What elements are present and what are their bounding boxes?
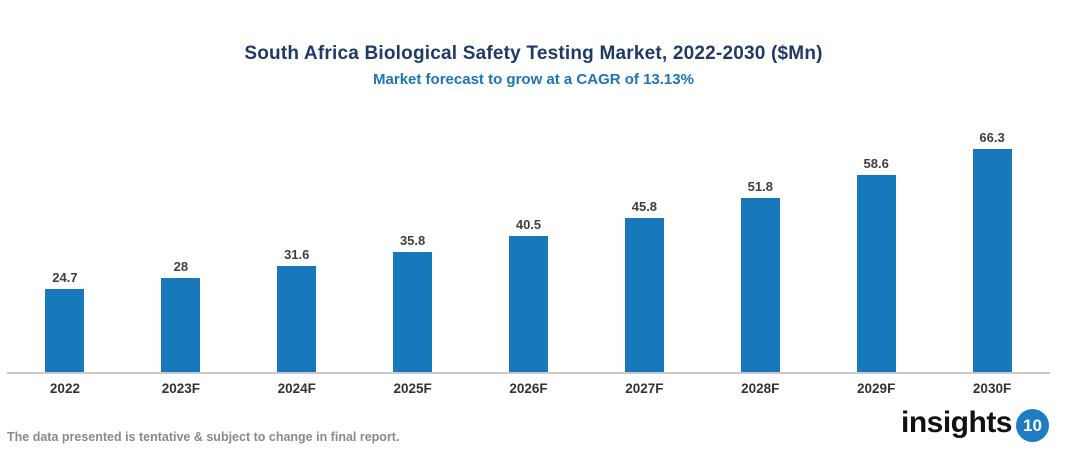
- plot-area: 24.7 28 31.6 35.8 40.5 45.8 51.8 58.6 66.3: [7, 130, 1050, 374]
- bar-value-label-2030F: 66.3: [979, 130, 1005, 146]
- bar-2025F: [393, 251, 433, 372]
- bar-2028F: [740, 198, 780, 372]
- x-tick-2030F: 2030F: [972, 381, 1012, 396]
- bar-column-2025F: 35.8: [355, 233, 471, 372]
- bar-value-label-2029F: 58.6: [863, 156, 889, 172]
- x-tick-2024F: 2024F: [277, 381, 316, 396]
- bar-column-2027F: 45.8: [586, 199, 702, 372]
- bar-value-label-2027F: 45.8: [631, 199, 658, 215]
- chart-subtitle: Market forecast to grow at a CAGR of 13.…: [373, 71, 694, 88]
- x-tick-2023F: 2023F: [161, 381, 200, 396]
- chart-title: South Africa Biological Safety Testing M…: [244, 43, 823, 64]
- bar-2029F: [856, 175, 896, 372]
- x-tick-2025F: 2025F: [393, 381, 432, 396]
- bar-2024F: [277, 265, 317, 372]
- bar-2022: [45, 289, 85, 372]
- x-tick-2026F: 2026F: [509, 381, 548, 396]
- bar-value-label-2024F: 31.6: [284, 246, 310, 262]
- brand-name: insights: [900, 405, 1013, 439]
- bar-value-label-2025F: 35.8: [399, 232, 426, 248]
- x-tick-2029F: 2029F: [857, 381, 896, 396]
- x-tick-2028F: 2028F: [741, 381, 780, 396]
- bar-value-label-2022: 24.7: [52, 270, 78, 286]
- bar-value-label-2023F: 28: [173, 259, 189, 274]
- bar-column-2023F: 28: [123, 259, 239, 372]
- bar-column-2026F: 40.5: [471, 217, 587, 372]
- x-axis-labels: 2022 2023F 2024F 2025F 2026F 2027F 2028F 2029F 2…: [7, 381, 1050, 396]
- disclaimer-text: The data presented is tentative & subjec…: [7, 430, 400, 444]
- bar-2023F: [161, 278, 201, 372]
- x-tick-2027F: 2027F: [625, 381, 664, 396]
- bar-column-2030F: 66.3: [934, 130, 1050, 372]
- x-tick-2022: 2022: [49, 381, 80, 396]
- bar-value-label-2028F: 51.8: [747, 179, 773, 195]
- bar-2026F: [509, 236, 548, 372]
- bar-column-2028F: 51.8: [702, 179, 818, 372]
- brand-badge-circle: 10: [1016, 409, 1049, 442]
- bar-column-2022: 24.7: [7, 270, 123, 372]
- bar-column-2024F: 31.6: [239, 247, 355, 372]
- bar-2030F: [972, 149, 1012, 372]
- bar-value-label-2026F: 40.5: [515, 217, 542, 232]
- bar-column-2029F: 58.6: [818, 156, 934, 372]
- brand-logo: insights 10: [901, 403, 1049, 442]
- bar-2027F: [624, 218, 664, 372]
